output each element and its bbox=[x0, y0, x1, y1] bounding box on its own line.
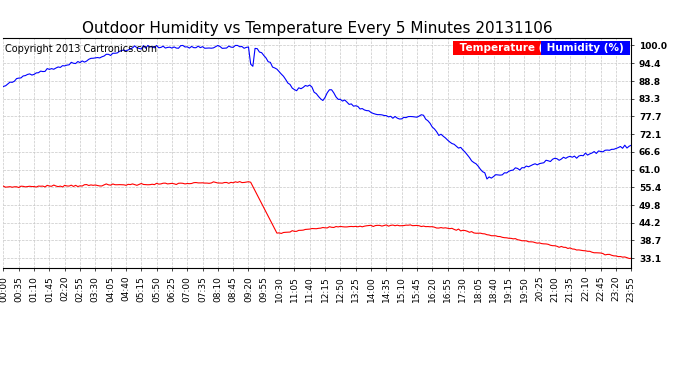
Text: Temperature (°F): Temperature (°F) bbox=[455, 43, 564, 53]
Text: Humidity (%): Humidity (%) bbox=[544, 43, 628, 53]
Text: Copyright 2013 Cartronics.com: Copyright 2013 Cartronics.com bbox=[5, 44, 157, 54]
Title: Outdoor Humidity vs Temperature Every 5 Minutes 20131106: Outdoor Humidity vs Temperature Every 5 … bbox=[82, 21, 553, 36]
